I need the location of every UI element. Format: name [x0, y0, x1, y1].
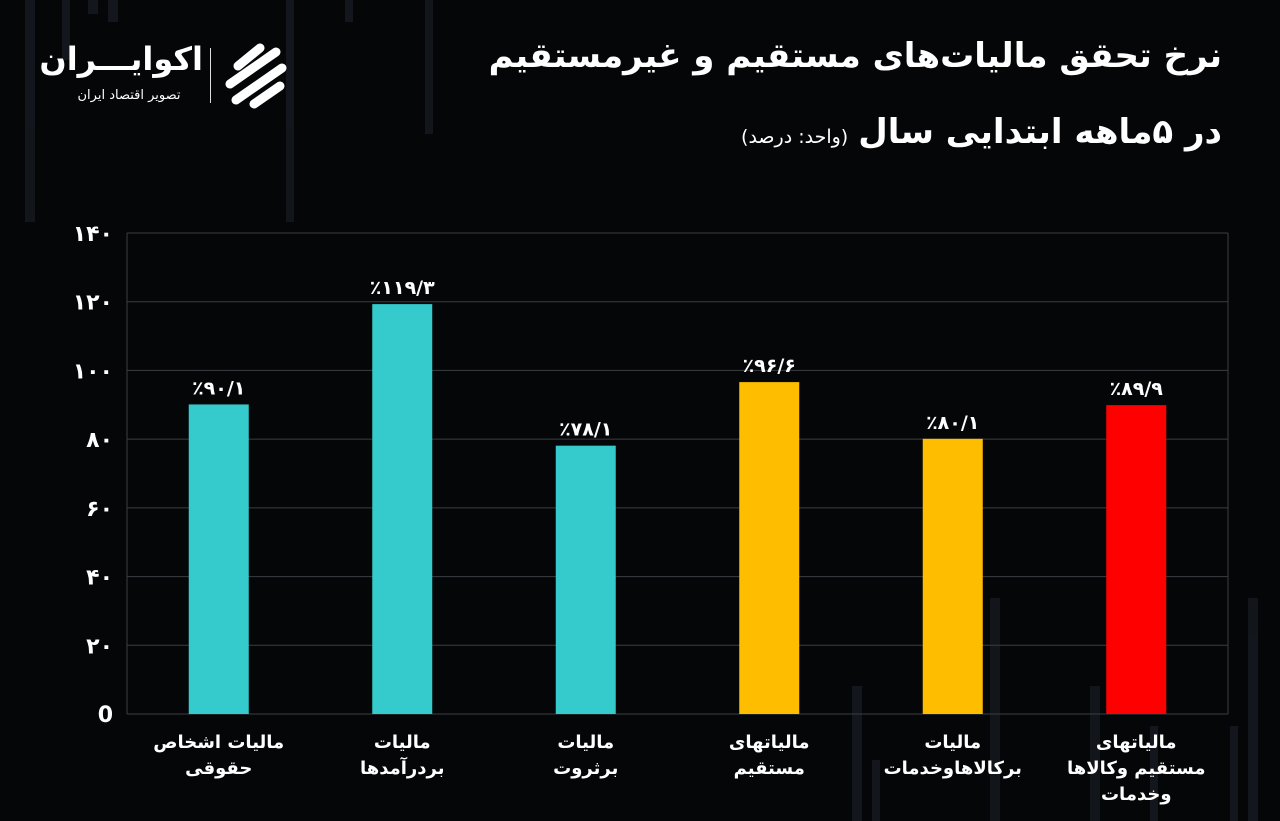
x-category-label: مالیاتهای مستقیم [684, 730, 854, 782]
chart-title-line2-text: در ۵ماهه ابتدایی سال [858, 112, 1222, 152]
bar-value-label: ٪۸۹/۹ [1110, 378, 1164, 400]
logo-name: اکوایـــران [39, 40, 203, 78]
x-category-label-line: مالیات [924, 732, 982, 753]
logo-tagline: تصویر اقتصاد ایران [77, 88, 181, 103]
gridlines [126, 232, 1229, 715]
unit-label: (واحد: درصد) [741, 126, 849, 148]
x-category-label-line: مالیاتهای [728, 732, 810, 753]
bar-value-label: ٪۸۰/۱ [926, 412, 979, 434]
x-category-label-line: برکالاهاوخدمات [883, 758, 1022, 779]
bar-2 [555, 445, 616, 714]
x-category-label-line: مالیاتهای [1095, 732, 1177, 753]
bars [188, 304, 1167, 714]
chart-title-line2: در ۵ماهه ابتدایی سال (واحد: درصد) [741, 112, 1222, 152]
bar-value-label: ٪۹۰/۱ [192, 377, 245, 399]
bar-4 [922, 438, 983, 714]
x-category-label-line: برثروت [553, 758, 619, 779]
x-category-label: مالیاتهای مستقیم وکالاها وخدمات [1051, 730, 1221, 808]
y-tick-label: ۶۰ [86, 497, 113, 522]
y-tick-label: ۲۰ [86, 634, 113, 659]
x-category-label: مالیات بردرآمدها [317, 730, 487, 782]
value-labels: ٪۹۰/۱ ٪۱۱۹/۳ ٪۷۸/۱ ٪۹۶/۶ ٪۸۰/۱ ٪۸۹/۹ [192, 277, 1163, 441]
bar-5 [1106, 405, 1167, 714]
y-axis-ticks: 0 ۲۰ ۴۰ ۶۰ ۸۰ ۱۰۰ ۱۲۰ ۱۴۰ [73, 222, 113, 728]
bar-value-label: ٪۱۱۹/۳ [370, 277, 435, 299]
x-category-label-line: بردرآمدها [359, 758, 445, 779]
x-category-label-line: مستقیم [733, 758, 805, 779]
bar-1 [372, 304, 433, 714]
bar-value-label: ٪۹۶/۶ [743, 355, 796, 377]
bar-value-label: ٪۷۸/۱ [559, 419, 612, 441]
logo-divider [210, 48, 211, 103]
y-tick-label: ۱۰۰ [73, 359, 113, 384]
x-category-label: مالیات برثروت [501, 730, 671, 782]
y-tick-label: ۱۴۰ [73, 222, 113, 247]
bar-0 [188, 404, 249, 714]
logo-mark-icon [225, 43, 287, 109]
x-category-label: مالیات اشخاص حقوقی [134, 730, 304, 782]
y-tick-label: 0 [98, 703, 113, 728]
brand-logo: اکوایـــران تصویر اقتصاد ایران [39, 40, 305, 115]
x-category-label: مالیات برکالاهاوخدمات [868, 730, 1038, 782]
x-category-label-line: حقوقی [185, 758, 253, 779]
x-category-label-line: مستقیم وکالاها [1066, 758, 1206, 779]
x-category-label-line: مالیات [557, 732, 615, 753]
x-category-label-line: مالیات اشخاص [153, 732, 285, 753]
x-category-label-line: مالیات [373, 732, 431, 753]
y-tick-label: ۴۰ [86, 566, 113, 591]
x-category-label-line: وخدمات [1100, 784, 1172, 805]
chart-title-line1: نرخ تحقق مالیات‌های مستقیم و غیرمستقیم [488, 36, 1222, 76]
y-tick-label: ۸۰ [86, 428, 113, 453]
bar-3 [739, 382, 800, 714]
y-tick-label: ۱۲۰ [73, 291, 113, 316]
